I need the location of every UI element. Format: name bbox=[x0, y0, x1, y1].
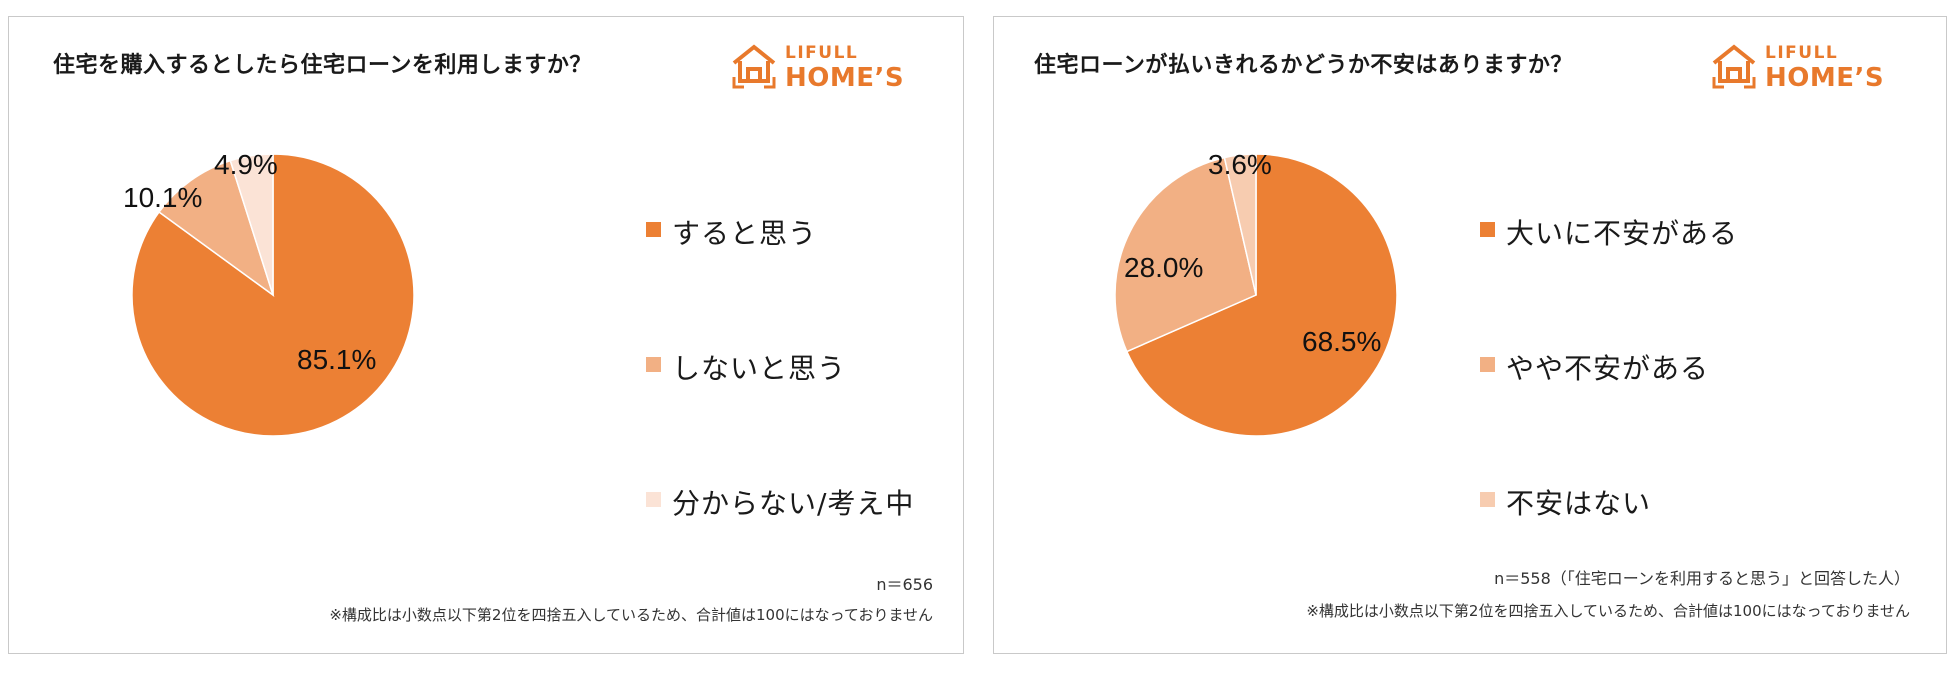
legend-label: すると思う bbox=[672, 217, 818, 250]
pie-slice bbox=[229, 153, 274, 296]
legend-label: やや不安がある bbox=[1506, 352, 1710, 385]
pie-chart bbox=[131, 153, 415, 437]
lifull-homes-logo: LIFULL HOME’S bbox=[731, 39, 921, 97]
legend-label: 分からない/考え中 bbox=[672, 487, 915, 520]
footnote: ※構成比は小数点以下第2位を四捨五入しているため、合計値は100にはなっておりま… bbox=[1306, 602, 1910, 620]
legend-swatch bbox=[1480, 357, 1495, 372]
pie-label-yaya-fuan: 28.0% bbox=[1124, 252, 1204, 283]
pie-label-suru-to-omou: 85.1% bbox=[297, 344, 377, 375]
chart-title: 住宅を購入するとしたら住宅ローンを利用しますか？ bbox=[53, 53, 592, 78]
house-logo-icon bbox=[1712, 44, 1756, 89]
pie-label-wakaranai: 4.9% bbox=[214, 149, 278, 180]
legend-swatch bbox=[646, 492, 661, 507]
logo-text-homes: HOME’S bbox=[1765, 63, 1885, 93]
legend-swatch bbox=[1480, 222, 1495, 237]
lifull-homes-logo: LIFULL HOME’S bbox=[1711, 39, 1901, 97]
pie-slice bbox=[157, 159, 275, 297]
legend-label: しないと思う bbox=[672, 352, 847, 385]
pie-label-oini-fuan: 68.5% bbox=[1302, 326, 1382, 357]
sample-size-note: n＝656 bbox=[876, 575, 933, 594]
legend-swatch bbox=[1480, 492, 1495, 507]
chart-panel-repayment-anxiety: 住宅ローンが払いきれるかどうか不安はありますか？ LIFULL HOME’S 6… bbox=[993, 16, 1947, 654]
chart-title: 住宅ローンが払いきれるかどうか不安はありますか？ bbox=[1034, 53, 1573, 78]
house-logo-icon bbox=[732, 44, 776, 89]
footnote: ※構成比は小数点以下第2位を四捨五入しているため、合計値は100にはなっておりま… bbox=[329, 606, 933, 624]
sample-size-note: n＝558（「住宅ローンを利用すると思う」と回答した人） bbox=[1494, 569, 1910, 588]
logo-text-lifull: LIFULL bbox=[1765, 43, 1839, 63]
pie-slice bbox=[1114, 156, 1257, 353]
legend: 大いに不安がある やや不安がある 不安はない bbox=[1480, 212, 1780, 542]
pie-slice bbox=[1125, 153, 1398, 437]
logo-text-homes: HOME’S bbox=[785, 63, 905, 93]
legend-label: 大いに不安がある bbox=[1506, 217, 1739, 250]
pie-chart bbox=[1114, 153, 1398, 437]
pie-slice bbox=[1223, 153, 1257, 296]
chart-panel-loan-usage: 住宅を購入するとしたら住宅ローンを利用しますか？ LIFULL HOME’S 8… bbox=[8, 16, 964, 654]
logo-text-lifull: LIFULL bbox=[785, 43, 859, 63]
legend-swatch bbox=[646, 357, 661, 372]
legend-swatch bbox=[646, 222, 661, 237]
legend: すると思う しないと思う 分からない/考え中 bbox=[646, 212, 946, 542]
legend-label: 不安はない bbox=[1506, 487, 1652, 520]
pie-label-shinai-to-omou: 10.1% bbox=[123, 182, 203, 213]
pie-label-fuan-nai: 3.6% bbox=[1208, 149, 1272, 180]
